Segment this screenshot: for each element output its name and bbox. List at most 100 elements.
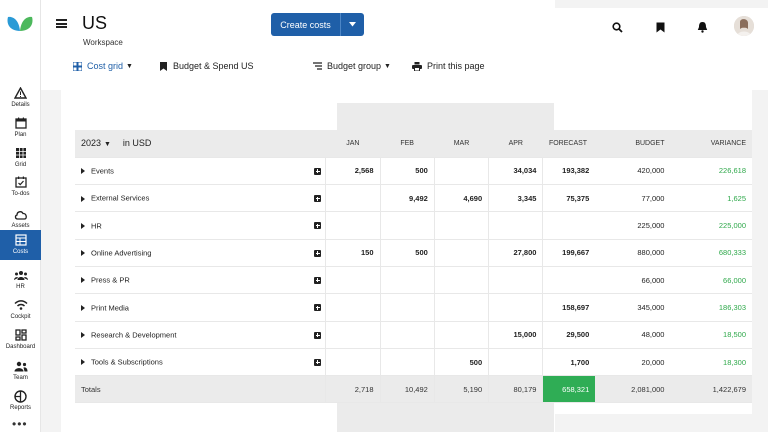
table-row[interactable]: External Services 9,492 4,690 3,345 75,375 77… (75, 184, 752, 213)
add-cost-icon[interactable] (314, 276, 322, 284)
cell-mar[interactable] (433, 293, 489, 322)
cell-apr[interactable] (488, 211, 543, 240)
expand-arrow-icon[interactable] (81, 277, 85, 284)
app-logo[interactable] (6, 14, 34, 32)
year-selector[interactable]: 2023 ▼ (81, 138, 111, 148)
sidebar-item-reports[interactable]: Reports (0, 386, 41, 416)
cell-mar[interactable] (433, 157, 489, 186)
cell-mar[interactable] (433, 239, 489, 267)
sidebar-item-team[interactable]: Team (0, 356, 41, 386)
cell-mar[interactable] (433, 211, 489, 240)
cell-jan[interactable] (325, 211, 380, 240)
cell-mar[interactable]: 500 (433, 348, 489, 377)
cell-mar[interactable] (433, 321, 489, 349)
cell-jan[interactable]: 2,568 (325, 157, 380, 186)
cost-grid-dropdown[interactable]: Cost grid ▼ (72, 61, 133, 71)
expand-arrow-icon[interactable] (81, 304, 85, 311)
table-row[interactable]: Events 2,568 500 34,034 193,382 420,000 226,61… (75, 157, 752, 186)
cell-apr[interactable]: 34,034 (488, 157, 543, 186)
sidebar-item-todos[interactable]: To-dos (0, 172, 41, 202)
cell-feb[interactable]: 500 (379, 157, 435, 186)
add-cost-icon[interactable] (314, 331, 322, 339)
cell-apr[interactable]: 27,800 (488, 239, 543, 267)
more-menu-icon[interactable]: ••• (12, 417, 28, 431)
cell-apr[interactable]: 15,000 (488, 321, 543, 349)
table-row[interactable]: Print Media 158,697 345,000 186,303 (75, 293, 752, 322)
sidebar-item-grid[interactable]: Grid (0, 143, 41, 173)
cell-mar[interactable] (433, 266, 489, 295)
cell-apr[interactable] (488, 293, 543, 322)
cell-apr[interactable]: 3,345 (488, 184, 543, 213)
budget-spend-selector[interactable]: Budget & Spend US (158, 61, 254, 71)
cell-jan[interactable]: 150 (325, 239, 380, 267)
sidebar-item-dashboard[interactable]: Dashboard (0, 325, 41, 355)
budget-group-dropdown[interactable]: Budget group ▼ (312, 61, 391, 71)
table-row[interactable]: Online Advertising 150 500 27,800 199,667 880… (75, 239, 752, 267)
expand-arrow-icon[interactable] (81, 250, 85, 257)
create-costs-dropdown-toggle[interactable] (341, 13, 364, 36)
hamburger-menu-icon[interactable] (56, 19, 67, 28)
row-name-cell[interactable]: Research & Development (75, 321, 326, 349)
cell-budget: 77,000 (595, 184, 671, 213)
expand-arrow-icon[interactable] (81, 195, 85, 202)
user-avatar[interactable] (734, 16, 754, 36)
row-name-cell[interactable]: Online Advertising (75, 239, 326, 267)
add-cost-icon[interactable] (314, 222, 322, 230)
sidebar-item-assets[interactable]: Assets (0, 204, 41, 234)
search-icon[interactable] (611, 21, 623, 33)
table-row[interactable]: Press & PR 66,000 66,000 (75, 266, 752, 295)
sidebar-item-costs[interactable]: Costs (0, 230, 41, 260)
row-name: HR (91, 221, 102, 231)
total-apr: 80,179 (488, 375, 543, 404)
row-name-cell[interactable]: Tools & Subscriptions (75, 348, 326, 377)
table-row[interactable]: HR 225,000 225,000 (75, 211, 752, 240)
sidebar-item-plan[interactable]: Plan (0, 113, 41, 143)
sidebar-item-cockpit[interactable]: Cockpit (0, 295, 41, 325)
row-name-cell[interactable]: External Services (75, 184, 326, 213)
table-row[interactable]: Tools & Subscriptions 500 1,700 20,000 18,30… (75, 348, 752, 377)
cell-apr[interactable] (488, 266, 543, 295)
sidebar-item-label: Dashboard (5, 344, 36, 350)
cell-feb[interactable] (379, 321, 435, 349)
row-name-cell[interactable]: Press & PR (75, 266, 326, 295)
expand-arrow-icon[interactable] (81, 359, 85, 366)
row-name: Events (91, 166, 114, 176)
cell-feb[interactable] (379, 211, 435, 240)
create-costs-split-button: Create costs (271, 13, 364, 36)
add-cost-icon[interactable] (314, 358, 322, 366)
expand-arrow-icon[interactable] (81, 222, 85, 229)
cell-forecast: 193,382 (542, 157, 596, 186)
sidebar-item-hr[interactable]: HR (0, 265, 41, 295)
cell-apr[interactable] (488, 348, 543, 377)
total-mar: 5,190 (433, 375, 489, 404)
sidebar-item-details[interactable]: Details (0, 83, 41, 113)
cell-feb[interactable] (379, 266, 435, 295)
cell-feb[interactable]: 500 (379, 239, 435, 267)
print-page-button[interactable]: Print this page (412, 61, 485, 71)
cell-jan[interactable] (325, 184, 380, 213)
table-row[interactable]: Research & Development 15,000 29,500 48,000… (75, 321, 752, 349)
cell-mar[interactable]: 4,690 (433, 184, 489, 213)
cell-feb[interactable]: 9,492 (379, 184, 435, 213)
add-cost-icon[interactable] (314, 304, 322, 312)
row-name-cell[interactable]: Events (75, 157, 326, 186)
cell-jan[interactable] (325, 266, 380, 295)
expand-arrow-icon[interactable] (81, 331, 85, 338)
expand-arrow-icon[interactable] (81, 168, 85, 175)
cell-feb[interactable] (379, 293, 435, 322)
row-name-cell[interactable]: Print Media (75, 293, 326, 322)
row-name-cell[interactable]: HR (75, 211, 326, 240)
add-cost-icon[interactable] (314, 249, 322, 257)
column-header-forecast: FORECAST (542, 130, 596, 158)
row-name: Online Advertising (91, 248, 152, 258)
cell-feb[interactable] (379, 348, 435, 377)
year-value: 2023 (81, 138, 102, 149)
create-costs-button[interactable]: Create costs (271, 13, 341, 36)
bell-icon[interactable] (696, 21, 708, 33)
cell-jan[interactable] (325, 348, 380, 377)
cell-jan[interactable] (325, 293, 380, 322)
add-cost-icon[interactable] (314, 167, 322, 175)
cell-jan[interactable] (325, 321, 380, 349)
bookmark-icon[interactable] (654, 21, 666, 33)
add-cost-icon[interactable] (314, 195, 322, 203)
